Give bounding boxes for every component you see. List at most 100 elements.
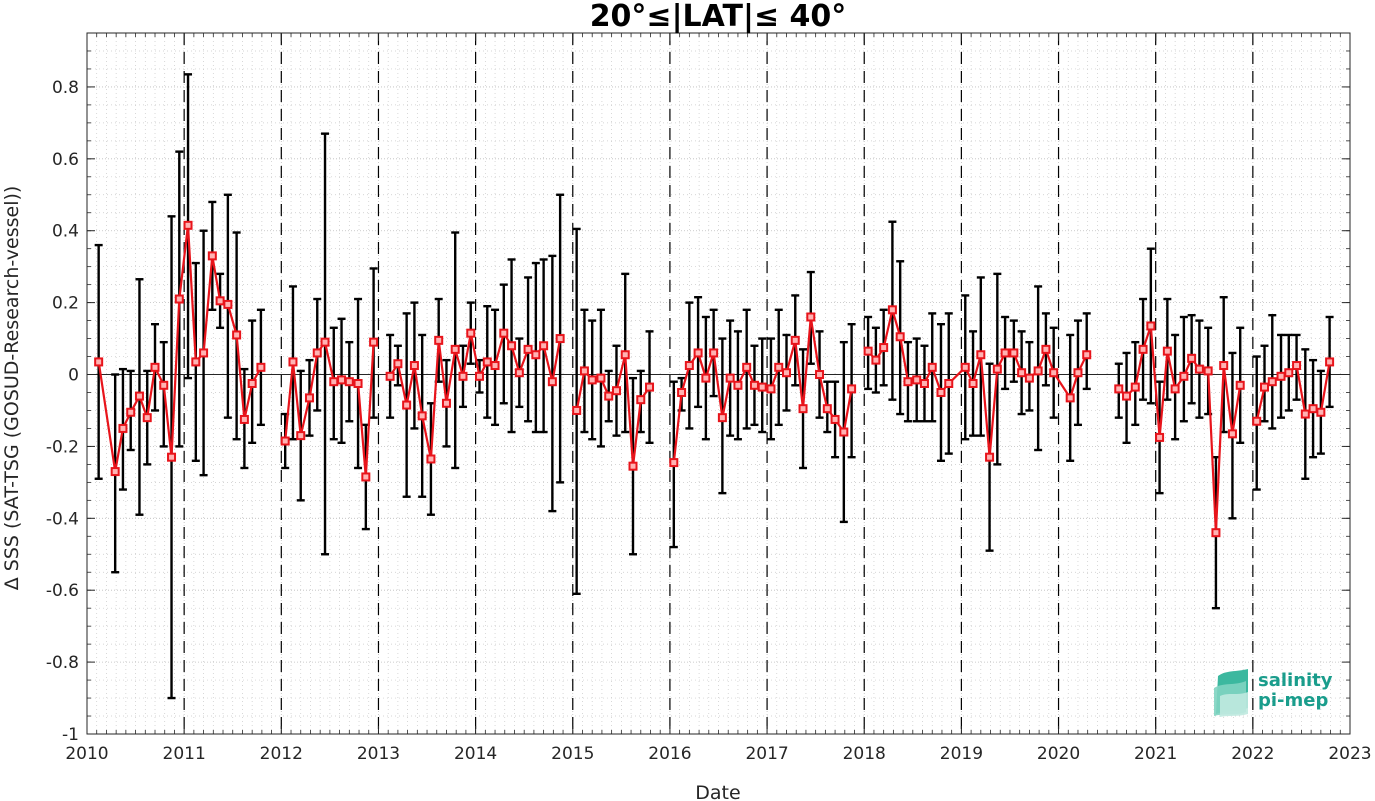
salinity-pi-mep-logo: salinity pi-mep — [1214, 669, 1333, 717]
data-point — [1041, 344, 1051, 354]
x-axis-label: Date — [695, 782, 740, 801]
data-point — [247, 379, 257, 388]
data-point — [1308, 404, 1318, 414]
data-point — [1170, 384, 1180, 394]
data-point — [280, 436, 290, 446]
data-point — [611, 386, 621, 396]
data-point — [191, 357, 201, 367]
x-tick-label: 2017 — [745, 744, 788, 764]
data-point — [232, 330, 242, 340]
data-point — [110, 467, 120, 477]
data-point — [296, 431, 306, 441]
y-tick-label: 0.4 — [52, 222, 79, 242]
data-point — [312, 348, 322, 358]
data-point — [1219, 361, 1229, 371]
data-point — [774, 362, 784, 372]
data-point — [1122, 391, 1132, 401]
data-point — [1130, 382, 1140, 392]
series-markers — [94, 220, 1335, 538]
data-point — [507, 341, 517, 351]
y-tick-label: -0.4 — [46, 509, 79, 529]
data-point — [159, 380, 169, 390]
data-point — [701, 373, 711, 383]
data-point — [150, 362, 160, 372]
data-point — [1138, 344, 1148, 354]
data-point — [693, 348, 703, 358]
data-point — [766, 384, 776, 394]
data-point — [514, 368, 524, 378]
data-point — [1203, 366, 1213, 376]
data-point — [1316, 407, 1326, 417]
x-tick-label: 2011 — [163, 744, 206, 764]
data-point — [798, 404, 808, 414]
data-point — [329, 377, 339, 387]
data-point — [239, 414, 249, 424]
data-point — [579, 366, 589, 376]
data-point — [1284, 368, 1294, 378]
data-point — [1276, 371, 1286, 381]
data-point — [927, 362, 937, 372]
data-point — [304, 393, 314, 403]
data-point — [733, 380, 743, 390]
data-point — [903, 377, 913, 387]
svg-text:salinity: salinity — [1258, 670, 1333, 691]
data-point — [830, 414, 840, 424]
data-point — [174, 294, 184, 304]
chart-title: 20°≤|LAT|≤ 40° — [590, 0, 847, 34]
data-point — [709, 348, 719, 358]
data-point — [409, 361, 419, 371]
error-bars — [94, 73, 1334, 700]
data-point — [475, 371, 485, 381]
data-point — [256, 362, 266, 372]
data-point — [353, 379, 363, 388]
data-point — [402, 400, 412, 410]
data-point — [466, 328, 476, 338]
x-tick-label: 2020 — [1037, 744, 1080, 764]
x-tick-label: 2015 — [551, 744, 594, 764]
data-point — [1325, 357, 1335, 367]
data-point — [1049, 368, 1059, 378]
x-axis-ticks: 2010 2011 2012 2013 2014 2015 2016 2017 2018 2019… — [65, 33, 1372, 764]
x-tick-label: 2016 — [648, 744, 691, 764]
data-point — [134, 391, 144, 401]
data-point — [636, 395, 646, 405]
data-point — [361, 472, 371, 482]
data-point — [628, 461, 638, 471]
data-point — [806, 312, 816, 322]
svg-text:pi-mep: pi-mep — [1258, 690, 1328, 711]
data-point — [887, 305, 897, 315]
data-point — [320, 337, 330, 347]
data-point — [742, 362, 752, 372]
data-point — [847, 384, 857, 394]
x-tick-label: 2018 — [843, 744, 886, 764]
y-axis-label: Δ SSS (SAT-TSG (GOSUD-Research-vessel)) — [1, 186, 23, 591]
data-point — [1155, 432, 1165, 442]
minor-grid — [87, 32, 1350, 734]
data-point — [968, 379, 978, 388]
data-point — [1065, 393, 1075, 403]
y-tick-label: -0.8 — [46, 653, 79, 673]
data-point — [393, 359, 403, 369]
data-point — [531, 350, 541, 360]
x-tick-label: 2014 — [454, 744, 497, 764]
data-point — [434, 335, 444, 345]
x-tick-label: 2021 — [1134, 744, 1177, 764]
data-point — [1227, 429, 1237, 439]
data-point — [976, 350, 986, 360]
wave-icon — [1214, 669, 1248, 717]
data-point — [167, 452, 177, 462]
data-point — [547, 377, 557, 387]
x-tick-label: 2010 — [65, 744, 108, 764]
data-point — [717, 413, 727, 423]
data-point — [490, 361, 500, 371]
x-tick-label: 2013 — [357, 744, 400, 764]
y-tick-label: -0.2 — [46, 437, 79, 457]
data-point — [1194, 364, 1204, 374]
data-point — [1146, 321, 1156, 331]
x-tick-label: 2012 — [260, 744, 303, 764]
data-point — [944, 379, 954, 388]
data-point — [118, 423, 128, 433]
data-point — [1292, 361, 1302, 371]
data-point — [458, 371, 468, 381]
